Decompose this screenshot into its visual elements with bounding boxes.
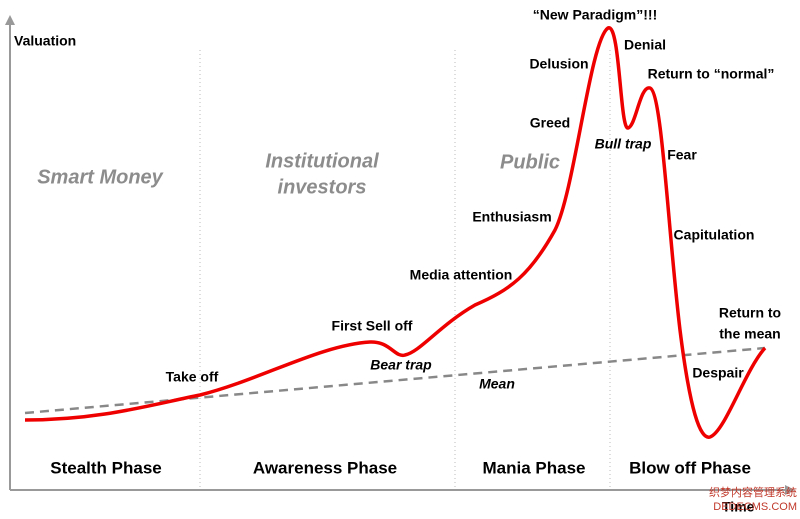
phase-name: Stealth Phase <box>50 458 162 477</box>
curve-label: Delusion <box>529 56 588 72</box>
curve-label: Return to “normal” <box>648 66 775 82</box>
curve-label: Greed <box>530 115 570 131</box>
y-axis-label: Valuation <box>14 33 76 49</box>
x-axis-label: Time <box>722 499 755 515</box>
curve-label: Bull trap <box>595 136 652 152</box>
phase-actor: Public <box>500 151 560 173</box>
curve-label: Capitulation <box>674 227 755 243</box>
watermark: DEDECMS.COM <box>713 501 797 513</box>
phase-actor: investors <box>278 176 367 198</box>
curve-label: Despair <box>692 365 744 381</box>
curve-label: Enthusiasm <box>472 209 551 225</box>
curve-label: “New Paradigm”!!! <box>533 7 657 23</box>
phase-actor: Smart Money <box>37 166 163 188</box>
curve-label: Return to <box>719 305 781 321</box>
curve-label: Take off <box>166 369 219 385</box>
curve-label: Bear trap <box>370 357 432 373</box>
curve-label: Denial <box>624 37 666 53</box>
mean-line <box>24 346 766 415</box>
phase-name: Awareness Phase <box>253 458 397 477</box>
valuation-curve <box>24 26 767 439</box>
phase-actor: Institutional <box>265 150 379 172</box>
curve-label: Media attention <box>410 267 513 283</box>
curve-label: First Sell off <box>332 318 413 334</box>
watermark: 织梦内容管理系统 <box>709 485 797 499</box>
curve-label: Mean <box>479 376 515 392</box>
phase-name: Blow off Phase <box>629 458 751 477</box>
curve-label: Fear <box>667 147 697 163</box>
phase-name: Mania Phase <box>483 458 586 477</box>
curve-label: the mean <box>719 326 780 342</box>
